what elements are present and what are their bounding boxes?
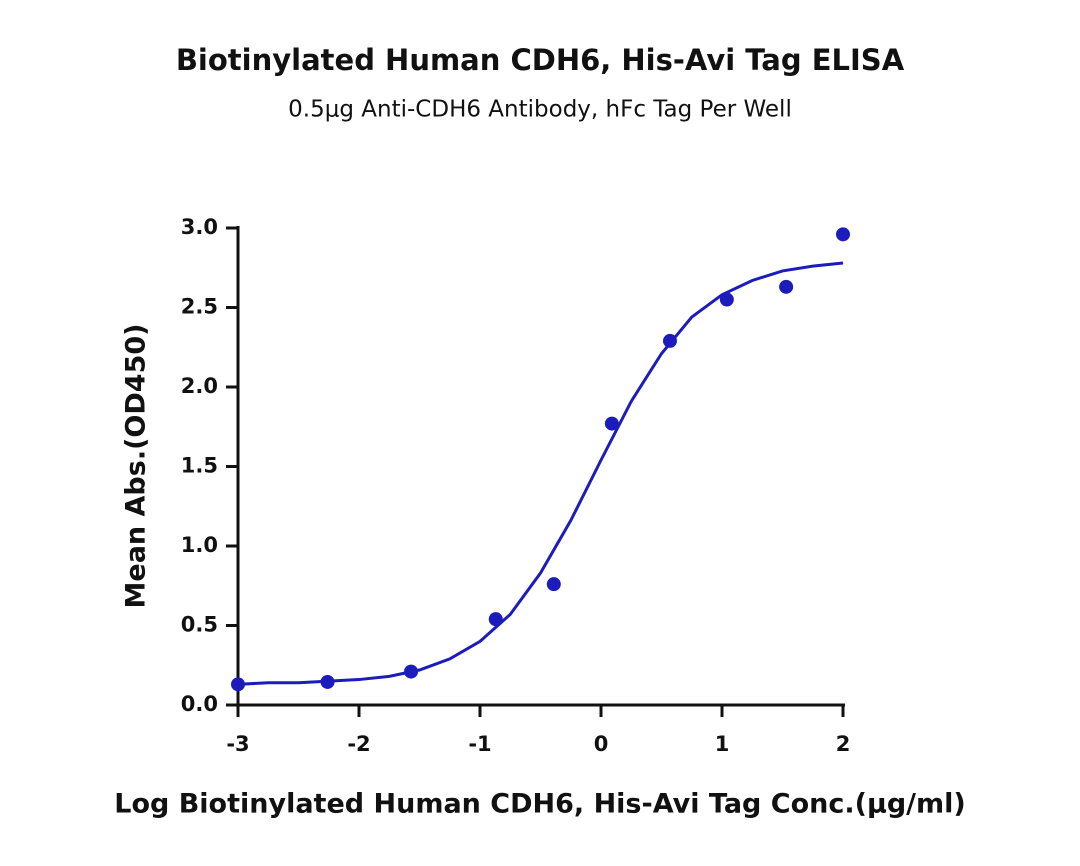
y-tick-label: 0.0	[181, 692, 218, 716]
x-tick-label: -1	[468, 732, 491, 756]
data-point	[604, 416, 619, 431]
y-tick-label: 0.5	[181, 613, 218, 637]
y-tick-label: 3.0	[181, 215, 218, 239]
chart-subtitle: 0.5μg Anti-CDH6 Antibody, hFc Tag Per We…	[288, 97, 792, 123]
x-tick-label: 2	[836, 732, 851, 756]
data-point	[546, 577, 561, 592]
y-tick-label: 1.5	[181, 454, 218, 478]
y-tick-label: 1.0	[181, 533, 218, 557]
x-tick-label: 1	[715, 732, 730, 756]
x-axis-label: Log Biotinylated Human CDH6, His-Avi Tag…	[114, 789, 966, 820]
data-point	[779, 279, 794, 294]
data-point	[719, 292, 734, 307]
y-axis-label: Mean Abs.(OD450)	[121, 324, 152, 609]
fit-curve	[237, 261, 844, 686]
x-tick-label: -3	[226, 732, 249, 756]
y-tick-label: 2.5	[181, 295, 218, 319]
x-tick-label: 0	[594, 732, 609, 756]
x-tick-label: -2	[347, 732, 370, 756]
data-point	[836, 227, 850, 242]
chart-title: Biotinylated Human CDH6, His-Avi Tag ELI…	[176, 43, 905, 77]
y-tick-label: 2.0	[181, 374, 218, 398]
